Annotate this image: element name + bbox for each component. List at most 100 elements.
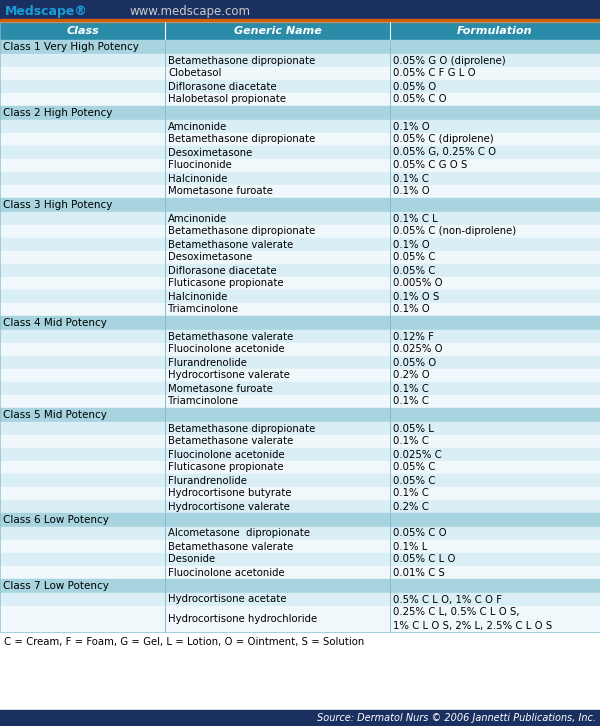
Text: Betamethasone valerate: Betamethasone valerate: [168, 436, 293, 446]
Text: 0.05% C O: 0.05% C O: [393, 94, 446, 105]
Text: Medscape®: Medscape®: [5, 4, 88, 17]
Text: 0.025% C: 0.025% C: [393, 449, 442, 460]
Bar: [0, 579, 600, 593]
Bar: [0, 251, 600, 264]
Text: 0.05% C: 0.05% C: [393, 462, 436, 473]
Text: 0.05% C: 0.05% C: [393, 266, 436, 275]
Bar: [0, 120, 600, 133]
Text: Hydrocortisone acetate: Hydrocortisone acetate: [168, 595, 287, 605]
Bar: [0, 408, 600, 422]
Text: Class: Class: [66, 26, 99, 36]
Text: 0.05% C G O S: 0.05% C G O S: [393, 160, 467, 171]
Text: Desoximetasone: Desoximetasone: [168, 253, 252, 263]
Bar: [0, 303, 600, 316]
Text: 0.1% C: 0.1% C: [393, 383, 429, 393]
Text: 0.12% F: 0.12% F: [393, 332, 434, 341]
Text: Fluocinolone acetonide: Fluocinolone acetonide: [168, 345, 284, 354]
Text: Betamethasone dipropionate: Betamethasone dipropionate: [168, 55, 315, 65]
Bar: [0, 277, 600, 290]
Bar: [0, 606, 600, 632]
Text: 0.1% O: 0.1% O: [393, 187, 430, 197]
Text: Class 4 Mid Potency: Class 4 Mid Potency: [3, 318, 107, 328]
Bar: [0, 40, 600, 54]
Text: 0.1% C: 0.1% C: [393, 174, 429, 184]
Bar: [0, 316, 600, 330]
Text: Betamethasone valerate: Betamethasone valerate: [168, 240, 293, 250]
Text: Fluocinonide: Fluocinonide: [168, 160, 232, 171]
Text: Halcinonide: Halcinonide: [168, 292, 227, 301]
Text: Fluocinolone acetonide: Fluocinolone acetonide: [168, 568, 284, 577]
Text: Triamcinolone: Triamcinolone: [168, 396, 238, 407]
Bar: [0, 487, 600, 500]
Text: Class 3 High Potency: Class 3 High Potency: [3, 200, 112, 210]
Text: 0.05% G, 0.25% C O: 0.05% G, 0.25% C O: [393, 147, 496, 158]
Bar: [0, 54, 600, 67]
Text: 0.1% O: 0.1% O: [393, 240, 430, 250]
Text: 0.1% O: 0.1% O: [393, 304, 430, 314]
Text: Clobetasol: Clobetasol: [168, 68, 221, 78]
Text: Class 1 Very High Potency: Class 1 Very High Potency: [3, 42, 139, 52]
Bar: [0, 19, 600, 22]
Bar: [0, 225, 600, 238]
Text: 0.05% C O: 0.05% C O: [393, 529, 446, 539]
Text: Class 2 High Potency: Class 2 High Potency: [3, 108, 112, 118]
Text: Fluticasone propionate: Fluticasone propionate: [168, 462, 284, 473]
Bar: [390, 22, 600, 40]
Text: 0.05% L: 0.05% L: [393, 423, 434, 433]
Text: 0.1% O: 0.1% O: [393, 121, 430, 131]
Bar: [0, 566, 600, 579]
Text: 0.25% C L, 0.5% C L O S,: 0.25% C L, 0.5% C L O S,: [393, 608, 520, 618]
Text: 0.1% C: 0.1% C: [393, 489, 429, 499]
Bar: [0, 238, 600, 251]
Text: Fluocinolone acetonide: Fluocinolone acetonide: [168, 449, 284, 460]
Bar: [0, 369, 600, 382]
Bar: [0, 185, 600, 198]
Text: Halobetasol propionate: Halobetasol propionate: [168, 94, 286, 105]
Text: Hydrocortisone valerate: Hydrocortisone valerate: [168, 370, 290, 380]
Text: Formulation: Formulation: [457, 26, 533, 36]
Bar: [0, 382, 600, 395]
Text: Fluticasone propionate: Fluticasone propionate: [168, 279, 284, 288]
Text: 0.2% C: 0.2% C: [393, 502, 429, 512]
Bar: [0, 343, 600, 356]
Bar: [0, 22, 165, 40]
Bar: [0, 22, 600, 632]
Bar: [0, 513, 600, 527]
Bar: [0, 474, 600, 487]
Text: Betamethasone dipropionate: Betamethasone dipropionate: [168, 134, 315, 144]
Text: 0.1% O S: 0.1% O S: [393, 292, 439, 301]
Text: Amcinonide: Amcinonide: [168, 213, 227, 224]
Text: Mometasone furoate: Mometasone furoate: [168, 187, 273, 197]
Text: 0.05% C (diprolene): 0.05% C (diprolene): [393, 134, 494, 144]
Text: 0.01% C S: 0.01% C S: [393, 568, 445, 577]
Bar: [0, 198, 600, 212]
Text: 0.005% O: 0.005% O: [393, 279, 443, 288]
Text: Class 5 Mid Potency: Class 5 Mid Potency: [3, 410, 107, 420]
Bar: [0, 67, 600, 80]
Text: Halcinonide: Halcinonide: [168, 174, 227, 184]
Text: www.medscape.com: www.medscape.com: [130, 4, 251, 17]
Text: 0.1% L: 0.1% L: [393, 542, 427, 552]
Text: 0.05% C: 0.05% C: [393, 253, 436, 263]
Bar: [0, 146, 600, 159]
Text: Desonide: Desonide: [168, 555, 215, 565]
Text: Betamethasone valerate: Betamethasone valerate: [168, 542, 293, 552]
Bar: [165, 22, 390, 40]
Text: Source: Dermatol Nurs © 2006 Jannetti Publications, Inc.: Source: Dermatol Nurs © 2006 Jannetti Pu…: [317, 713, 596, 723]
Text: 0.05% C (non-diprolene): 0.05% C (non-diprolene): [393, 227, 516, 237]
Text: Hydrocortisone valerate: Hydrocortisone valerate: [168, 502, 290, 512]
Bar: [0, 527, 600, 540]
Text: Flurandrenolide: Flurandrenolide: [168, 476, 247, 486]
Text: Mometasone furoate: Mometasone furoate: [168, 383, 273, 393]
Text: Alcometasone  dipropionate: Alcometasone dipropionate: [168, 529, 310, 539]
Text: 0.2% O: 0.2% O: [393, 370, 430, 380]
Text: 0.1% C L: 0.1% C L: [393, 213, 438, 224]
Bar: [0, 710, 600, 726]
Bar: [0, 264, 600, 277]
Text: 0.1% C: 0.1% C: [393, 396, 429, 407]
Bar: [0, 0, 600, 22]
Text: 0.025% O: 0.025% O: [393, 345, 443, 354]
Text: Desoximetasone: Desoximetasone: [168, 147, 252, 158]
Text: Amcinonide: Amcinonide: [168, 121, 227, 131]
Text: 0.05% C L O: 0.05% C L O: [393, 555, 455, 565]
